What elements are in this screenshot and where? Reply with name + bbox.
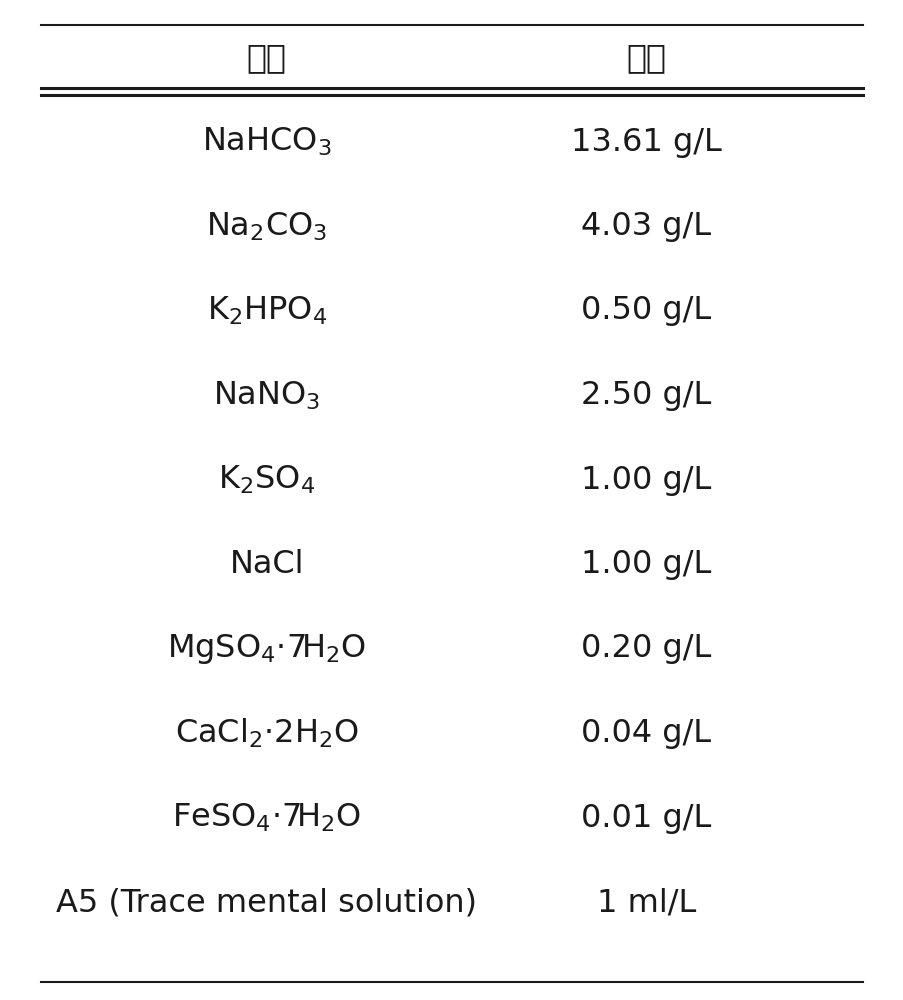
Text: FeSO$_4$·7H$_2$O: FeSO$_4$·7H$_2$O <box>172 802 361 834</box>
Text: 1.00 g/L: 1.00 g/L <box>581 464 711 495</box>
Text: CaCl$_2$·2H$_2$O: CaCl$_2$·2H$_2$O <box>174 717 358 750</box>
Text: 2.50 g/L: 2.50 g/L <box>581 380 711 411</box>
Text: K$_2$SO$_4$: K$_2$SO$_4$ <box>218 464 315 496</box>
Text: 0.20 g/L: 0.20 g/L <box>581 634 711 664</box>
Text: 13.61 g/L: 13.61 g/L <box>571 126 721 157</box>
Text: 用量: 用量 <box>626 41 666 75</box>
Text: K$_2$HPO$_4$: K$_2$HPO$_4$ <box>206 295 327 327</box>
Text: NaNO$_3$: NaNO$_3$ <box>213 379 320 412</box>
Text: NaCl: NaCl <box>229 549 303 580</box>
Text: 组分: 组分 <box>247 41 286 75</box>
Text: NaHCO$_3$: NaHCO$_3$ <box>201 126 331 158</box>
Text: A5 (Trace mental solution): A5 (Trace mental solution) <box>56 887 477 918</box>
Text: 1.00 g/L: 1.00 g/L <box>581 549 711 580</box>
Text: 0.01 g/L: 0.01 g/L <box>581 802 711 834</box>
Text: Na$_2$CO$_3$: Na$_2$CO$_3$ <box>206 210 327 243</box>
Text: 0.04 g/L: 0.04 g/L <box>581 718 711 749</box>
Text: 4.03 g/L: 4.03 g/L <box>581 211 711 242</box>
Text: 0.50 g/L: 0.50 g/L <box>581 296 711 326</box>
Text: 1 ml/L: 1 ml/L <box>596 887 695 918</box>
Text: MgSO$_4$·7H$_2$O: MgSO$_4$·7H$_2$O <box>167 632 366 666</box>
